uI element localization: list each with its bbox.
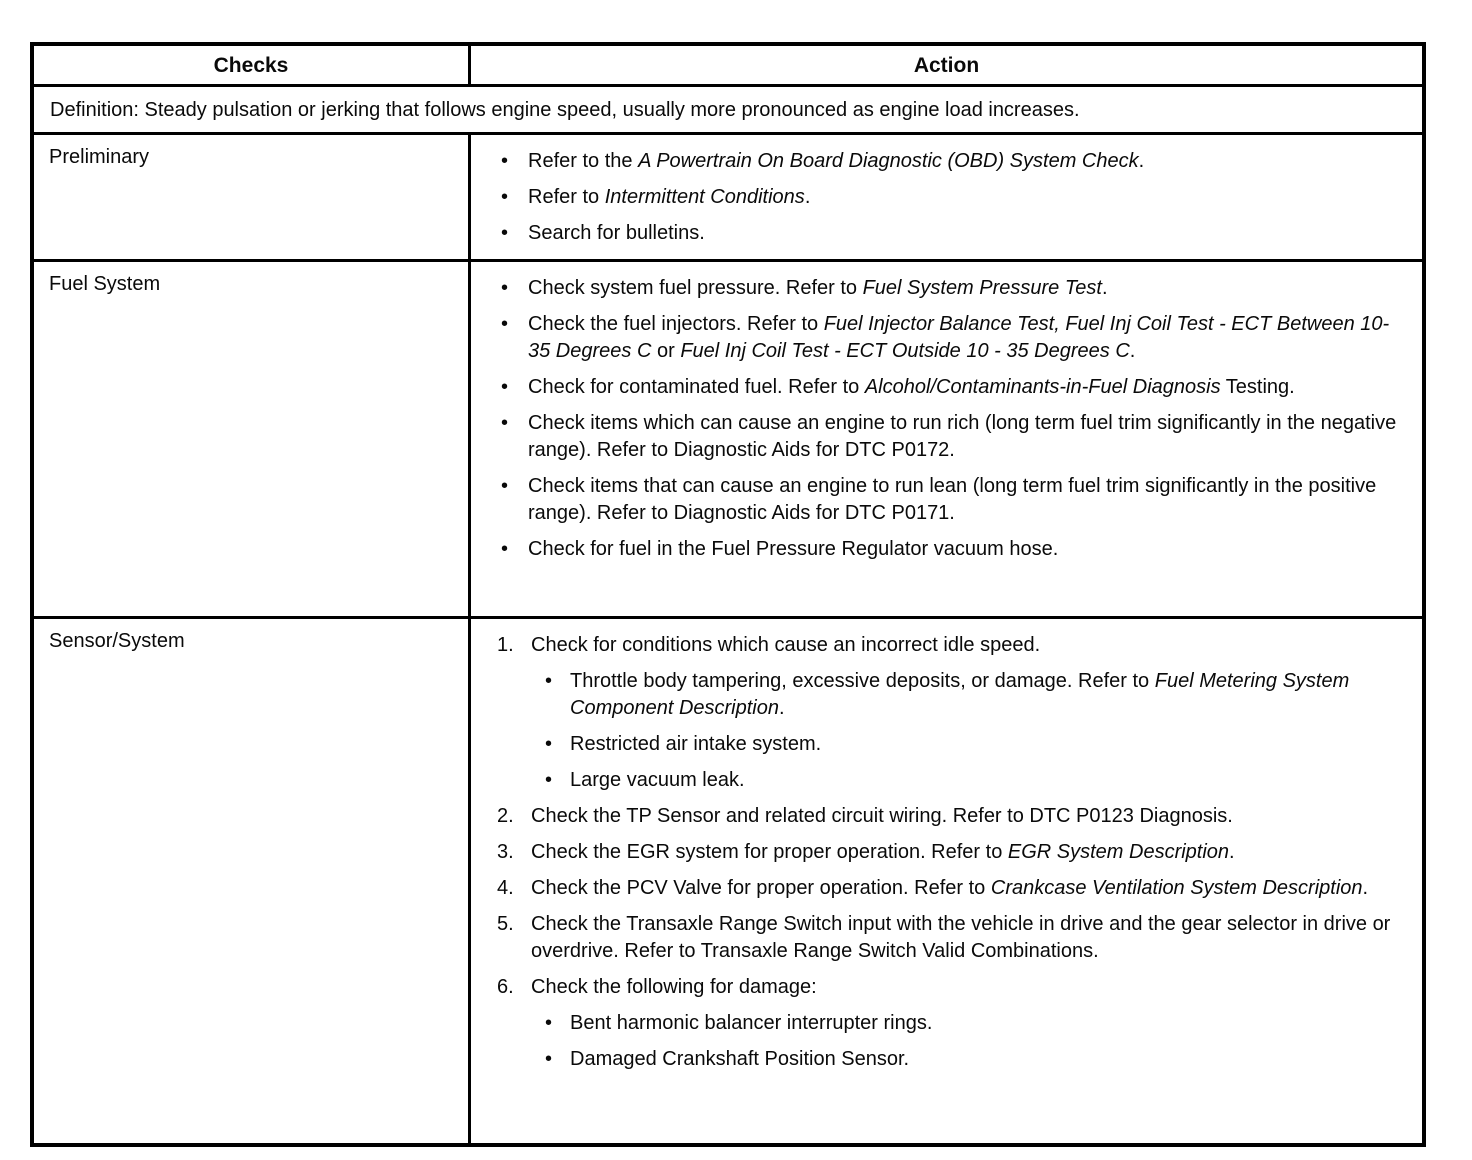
- action-item-text: Restricted air intake system.: [570, 733, 822, 755]
- action-item: 1. Check for conditions which cause an in…: [497, 632, 1404, 659]
- item-number: 1.: [497, 634, 514, 656]
- action-item-text: Check for fuel in the Fuel Pressure Regu…: [528, 538, 1059, 560]
- action-item-text: Check for contaminated fuel. Refer to Al…: [528, 376, 1295, 398]
- action-item-text: Check the fuel injectors. Refer to Fuel …: [528, 313, 1390, 362]
- bullet-icon: •: [545, 670, 553, 692]
- action-item-text: Damaged Crankshaft Position Sensor.: [570, 1048, 910, 1070]
- action-item: • Damaged Crankshaft Position Sensor.: [545, 1046, 1404, 1073]
- check-label: Sensor/System: [34, 619, 471, 1143]
- action-cell: 1. Check for conditions which cause an in…: [471, 619, 1422, 1143]
- table-row: Fuel System • Check system fuel pressure. …: [34, 262, 1422, 619]
- action-item-text: Throttle body tampering, excessive depos…: [570, 670, 1350, 719]
- action-item: 5. Check the Transaxle Range Switch input…: [497, 911, 1404, 965]
- bullet-icon: •: [545, 1048, 553, 1070]
- diagnostic-table: Checks Action Definition: Steady pulsati…: [30, 42, 1426, 1147]
- column-header-checks: Checks: [34, 46, 471, 84]
- action-item: • Refer to Intermittent Conditions.: [501, 184, 1404, 211]
- action-item-text: Check items which can cause an engine to…: [528, 412, 1397, 461]
- action-item: • Check items which can cause an engine t…: [501, 410, 1404, 464]
- action-item: • Check for fuel in the Fuel Pressure Reg…: [501, 536, 1404, 563]
- action-item: • Check items that can cause an engine to…: [501, 473, 1404, 527]
- action-item: • Check system fuel pressure. Refer to Fu…: [501, 275, 1404, 302]
- action-item: • Large vacuum leak.: [545, 767, 1404, 794]
- bullet-icon: •: [501, 376, 509, 398]
- action-item-text: Large vacuum leak.: [570, 769, 745, 791]
- check-label: Preliminary: [34, 135, 471, 259]
- bullet-icon: •: [545, 769, 553, 791]
- action-item-text: Search for bulletins.: [528, 222, 705, 244]
- bullet-icon: •: [501, 313, 509, 335]
- table-row: Preliminary • Refer to the A Powertrain On…: [34, 135, 1422, 262]
- action-item: 6. Check the following for damage:: [497, 974, 1404, 1001]
- bullet-icon: •: [501, 222, 509, 244]
- action-item-text: Check the TP Sensor and related circuit …: [531, 805, 1233, 827]
- table-body: Preliminary • Refer to the A Powertrain On…: [34, 135, 1422, 1143]
- bullet-icon: •: [501, 186, 509, 208]
- table-header-row: Checks Action: [34, 46, 1422, 87]
- item-number: 5.: [497, 913, 514, 935]
- bullet-icon: •: [545, 733, 553, 755]
- action-item: • Bent harmonic balancer interrupter ring…: [545, 1010, 1404, 1037]
- action-item: • Check for contaminated fuel. Refer to A…: [501, 374, 1404, 401]
- action-item-text: Check system fuel pressure. Refer to Fue…: [528, 277, 1108, 299]
- action-cell: • Refer to the A Powertrain On Board Diag…: [471, 135, 1422, 259]
- action-item: • Check the fuel injectors. Refer to Fuel…: [501, 311, 1404, 365]
- action-item-text: Refer to the A Powertrain On Board Diagn…: [528, 150, 1145, 172]
- definition-text: Definition: Steady pulsation or jerking …: [34, 87, 1422, 135]
- bullet-icon: •: [501, 538, 509, 560]
- action-item-text: Check items that can cause an engine to …: [528, 475, 1377, 524]
- action-cell: • Check system fuel pressure. Refer to Fu…: [471, 262, 1422, 616]
- bullet-icon: •: [501, 475, 509, 497]
- table-row: Sensor/System 1. Check for conditions whic…: [34, 619, 1422, 1143]
- item-number: 4.: [497, 877, 514, 899]
- action-item: 3. Check the EGR system for proper operat…: [497, 839, 1404, 866]
- check-label: Fuel System: [34, 262, 471, 616]
- action-item: • Refer to the A Powertrain On Board Diag…: [501, 148, 1404, 175]
- bullet-icon: •: [501, 277, 509, 299]
- action-item-text: Bent harmonic balancer interrupter rings…: [570, 1012, 933, 1034]
- action-item: • Restricted air intake system.: [545, 731, 1404, 758]
- action-item-text: Check the following for damage:: [531, 976, 817, 998]
- action-item-text: Check the Transaxle Range Switch input w…: [531, 913, 1391, 962]
- item-number: 3.: [497, 841, 514, 863]
- bullet-icon: •: [545, 1012, 553, 1034]
- action-item: • Search for bulletins.: [501, 220, 1404, 247]
- item-number: 2.: [497, 805, 514, 827]
- action-item-text: Refer to Intermittent Conditions.: [528, 186, 811, 208]
- bullet-icon: •: [501, 150, 509, 172]
- action-item-text: Check the PCV Valve for proper operation…: [531, 877, 1369, 899]
- column-header-action: Action: [913, 54, 980, 77]
- action-item: • Throttle body tampering, excessive depo…: [545, 668, 1404, 722]
- action-item: 4. Check the PCV Valve for proper operati…: [497, 875, 1404, 902]
- action-item: 2. Check the TP Sensor and related circui…: [497, 803, 1404, 830]
- item-number: 6.: [497, 976, 514, 998]
- action-item-text: Check the EGR system for proper operatio…: [531, 841, 1235, 863]
- bullet-icon: •: [501, 412, 509, 434]
- action-item-text: Check for conditions which cause an inco…: [531, 634, 1041, 656]
